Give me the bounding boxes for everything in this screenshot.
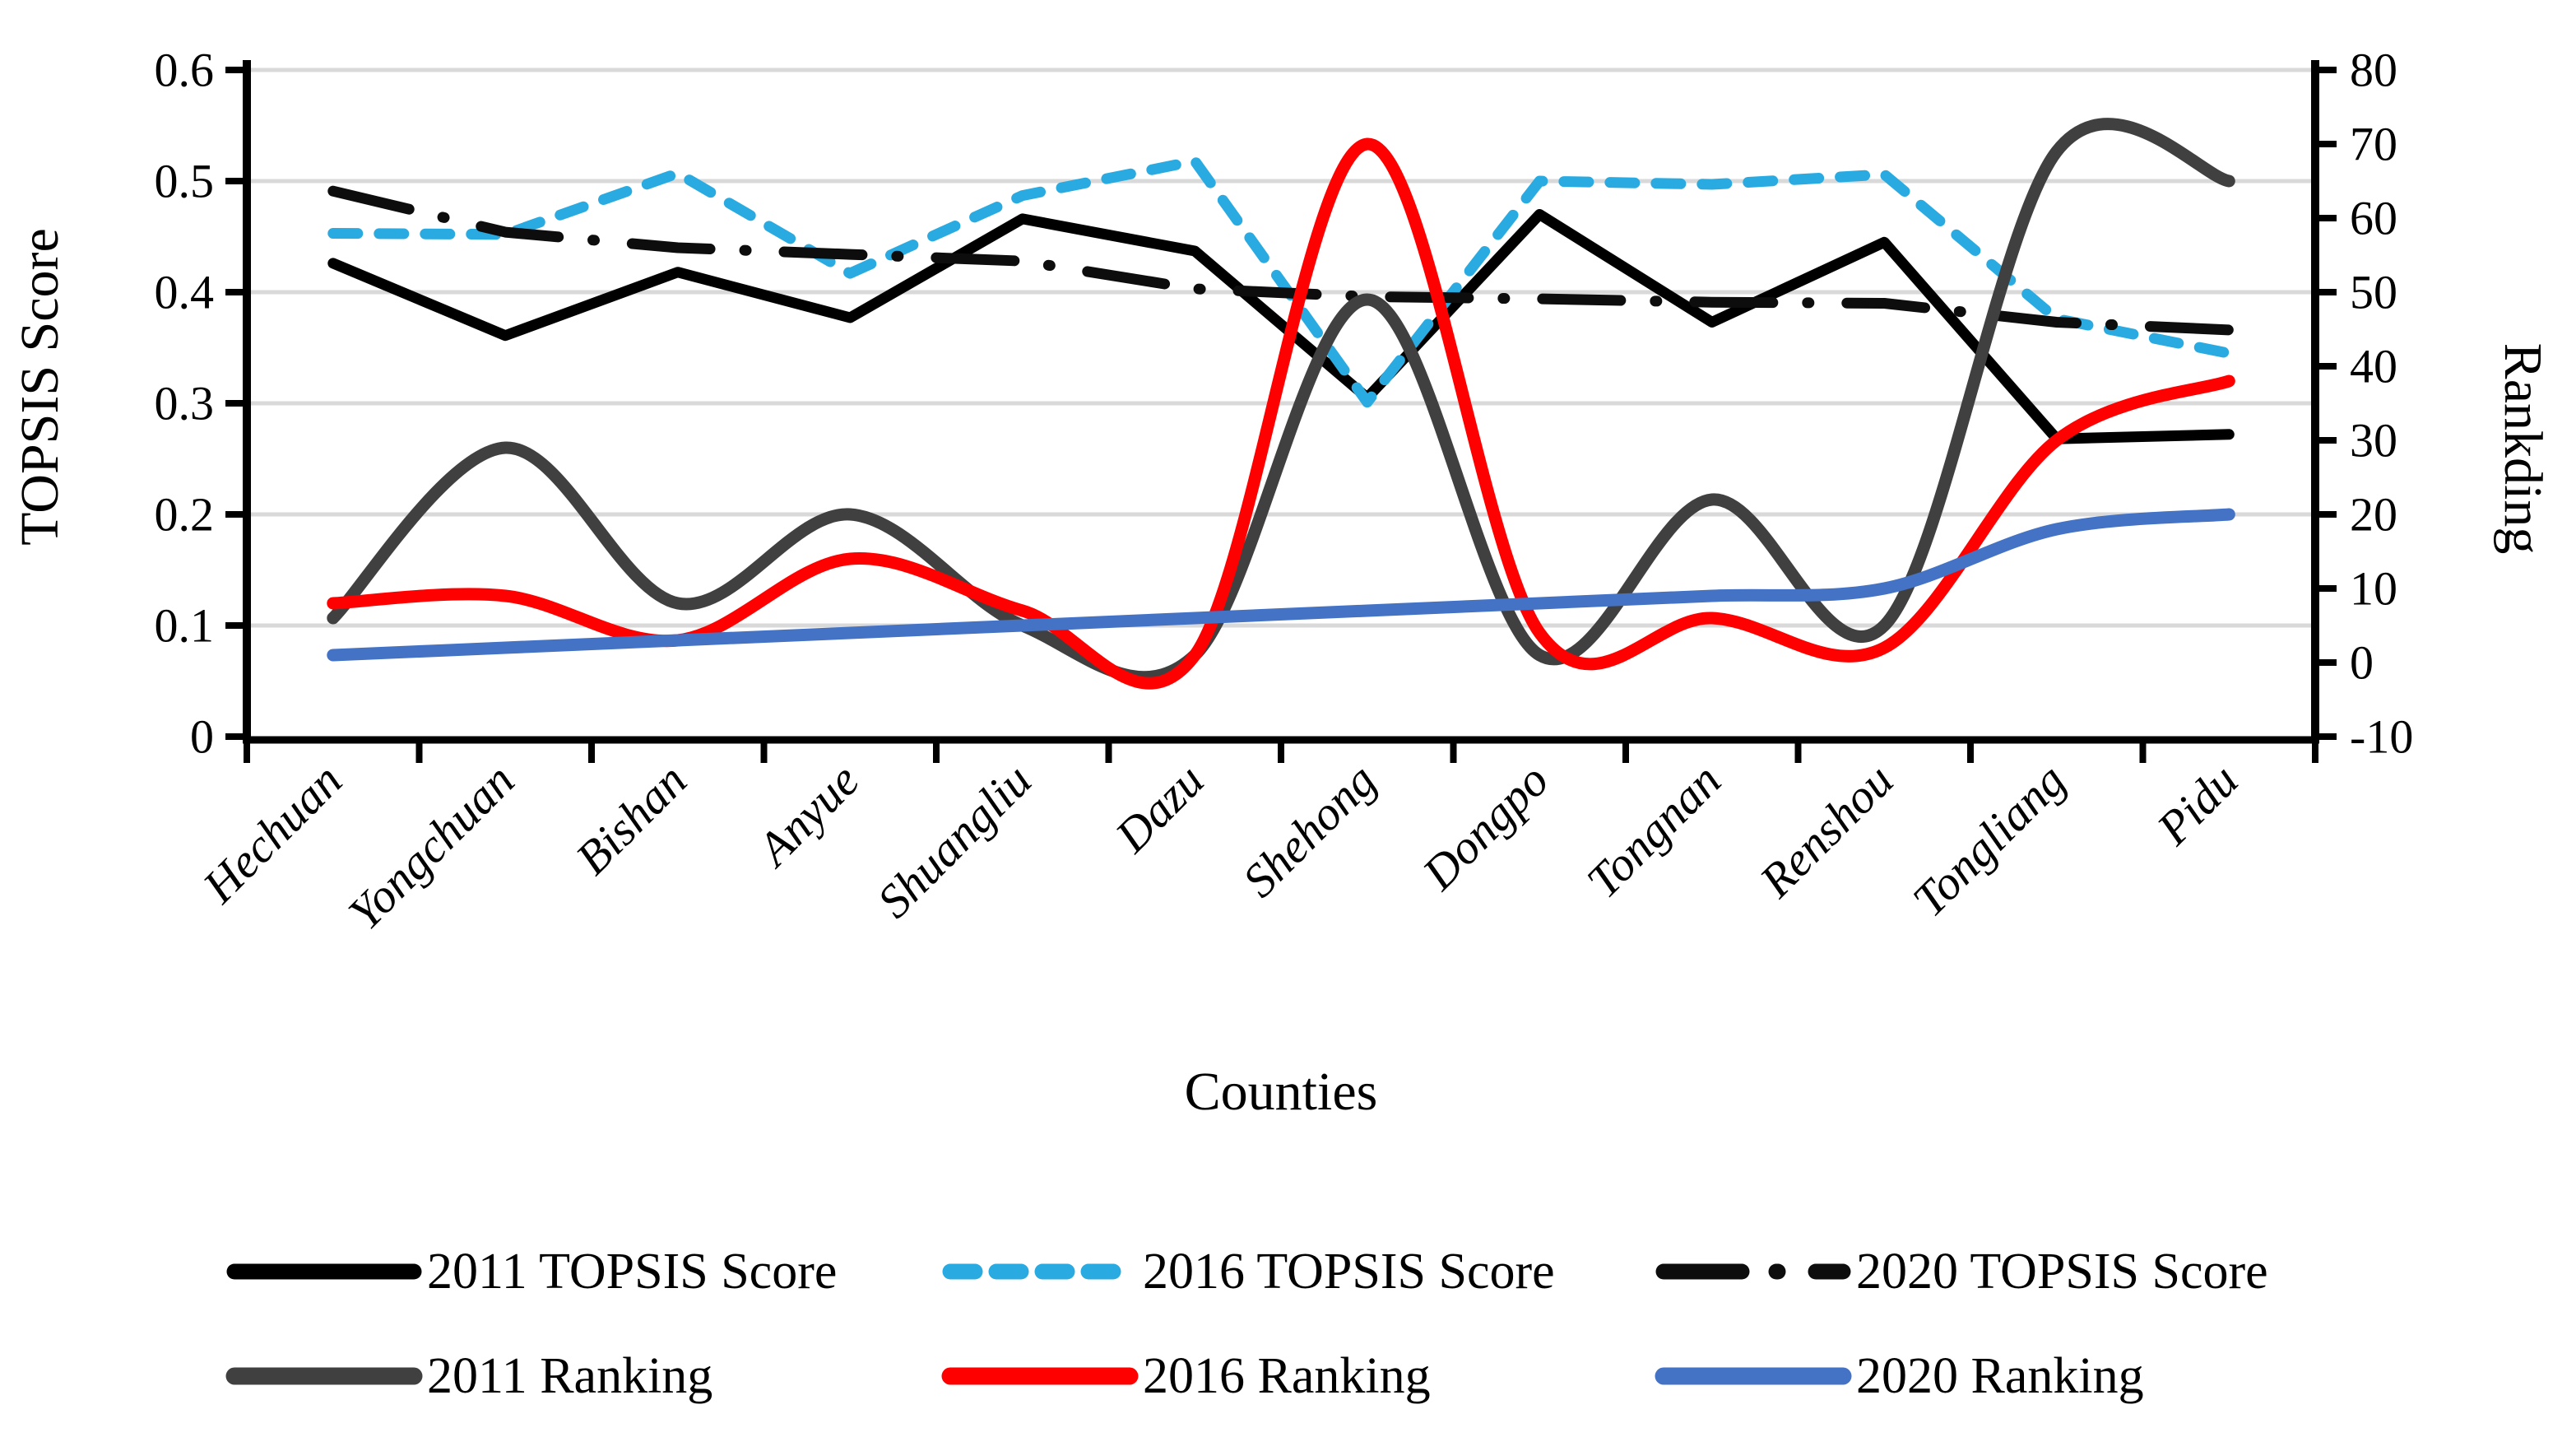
x-axis-category-label-group: Bishan	[565, 753, 697, 885]
legend-item-2011-topsis-score: 2011 TOPSIS Score	[226, 1244, 837, 1300]
series-lines	[327, 118, 2235, 690]
legend-item-2020-topsis-score: 2020 TOPSIS Score	[1655, 1244, 2268, 1300]
x-axis-category-label: Shuangliu	[867, 753, 1042, 928]
legend-item-2020-ranking: 2020 Ranking	[1655, 1348, 2144, 1404]
left-axis-tick-label: 0.4	[155, 266, 215, 319]
right-axis-tick-label: 30	[2350, 414, 2397, 467]
legend: 2011 TOPSIS Score 2016 TOPSIS Score 2020 T…	[225, 1244, 2268, 1404]
x-axis-category-label-group: Dongpo	[1412, 753, 1559, 900]
x-axis-category-label: Shehong	[1232, 753, 1386, 907]
series-line-2020-ranking	[327, 508, 2235, 662]
series-line-2011-ranking	[327, 118, 2235, 684]
right-axis-tick-label: 50	[2350, 266, 2397, 319]
legend-label-2016-topsis-score: 2016 TOPSIS Score	[1143, 1244, 1555, 1300]
x-axis-category-label-group: Dazu	[1104, 753, 1214, 863]
legend-item-2016-topsis-score: 2016 TOPSIS Score	[942, 1244, 1555, 1300]
legend-label-2011-topsis-score: 2011 TOPSIS Score	[427, 1244, 837, 1300]
left-axis-tick-label: 0.3	[155, 377, 215, 430]
left-axis-title-group: TOPSIS Score	[10, 228, 70, 546]
left-axis-tick-label: 0.1	[155, 599, 215, 653]
x-axis-category-label: Tongliang	[1902, 753, 2076, 927]
series-line-2016-ranking	[327, 137, 2235, 690]
right-axis-tick-label: -10	[2350, 710, 2413, 764]
x-axis-category-label-group: Renshou	[1749, 753, 1904, 908]
right-axis-title: Rankding	[2493, 343, 2553, 555]
legend-label-2011-ranking: 2011 Ranking	[427, 1348, 712, 1404]
series-line-2016-topsis-score	[327, 156, 2235, 408]
legend-label-2016-ranking: 2016 Ranking	[1143, 1348, 1431, 1404]
x-axis-category-label-group: Hechuan	[192, 753, 352, 914]
left-axis-title: TOPSIS Score	[10, 228, 70, 546]
legend-label-2020-ranking: 2020 Ranking	[1856, 1348, 2144, 1404]
x-axis-category-label: Anyue	[745, 753, 869, 877]
right-axis-tick-label: 20	[2350, 488, 2397, 542]
right-axis-tick-label: 10	[2350, 562, 2397, 616]
x-axis-category-label: Yongchuan	[338, 753, 525, 940]
legend-item-2011-ranking: 2011 Ranking	[225, 1348, 712, 1404]
right-axis-tick-label: 80	[2350, 44, 2397, 97]
x-axis-category-label-group: Yongchuan	[338, 753, 525, 940]
x-axis-title: Counties	[1185, 1062, 1378, 1122]
x-axis-category-label-group: Shehong	[1232, 753, 1386, 907]
x-axis-category-label: Renshou	[1749, 753, 1904, 908]
x-axis-category-label: Tongnan	[1576, 753, 1731, 908]
x-axis-category-label-group: Tongnan	[1576, 753, 1731, 908]
right-axis-tick-label: 70	[2350, 118, 2397, 171]
right-axis-title-group: Rankding	[2493, 343, 2553, 555]
left-axis-tick-label: 0.2	[155, 488, 215, 542]
x-axis-category-label: Pidu	[2146, 753, 2248, 855]
left-axis-tick-label: 0.5	[155, 155, 215, 208]
axes	[225, 60, 2337, 763]
x-axis-category-label-group: Pidu	[2146, 753, 2248, 855]
x-axis-category-label-group: Tongliang	[1902, 753, 2076, 927]
x-axis-category-label: Dongpo	[1412, 753, 1559, 900]
x-axis-category-label: Hechuan	[192, 753, 352, 914]
x-axis-category-label-group: Shuangliu	[867, 753, 1042, 928]
x-axis-category-label: Bishan	[565, 753, 697, 885]
legend-item-2016-ranking: 2016 Ranking	[941, 1348, 1431, 1404]
right-axis-tick-label: 60	[2350, 192, 2397, 245]
left-axis-tick-label: 0	[190, 710, 214, 764]
legend-label-2020-topsis-score: 2020 TOPSIS Score	[1856, 1244, 2268, 1300]
right-axis-tick-label: 0	[2350, 636, 2374, 690]
series-line-2011-topsis-score	[327, 209, 2235, 444]
x-axis-category-label: Dazu	[1104, 753, 1214, 863]
right-axis-tick-label: 40	[2350, 340, 2397, 393]
series-line-2020-topsis-score	[327, 185, 2235, 336]
x-axis-category-label-group: Anyue	[745, 753, 869, 877]
left-axis-tick-label: 0.6	[155, 44, 215, 97]
